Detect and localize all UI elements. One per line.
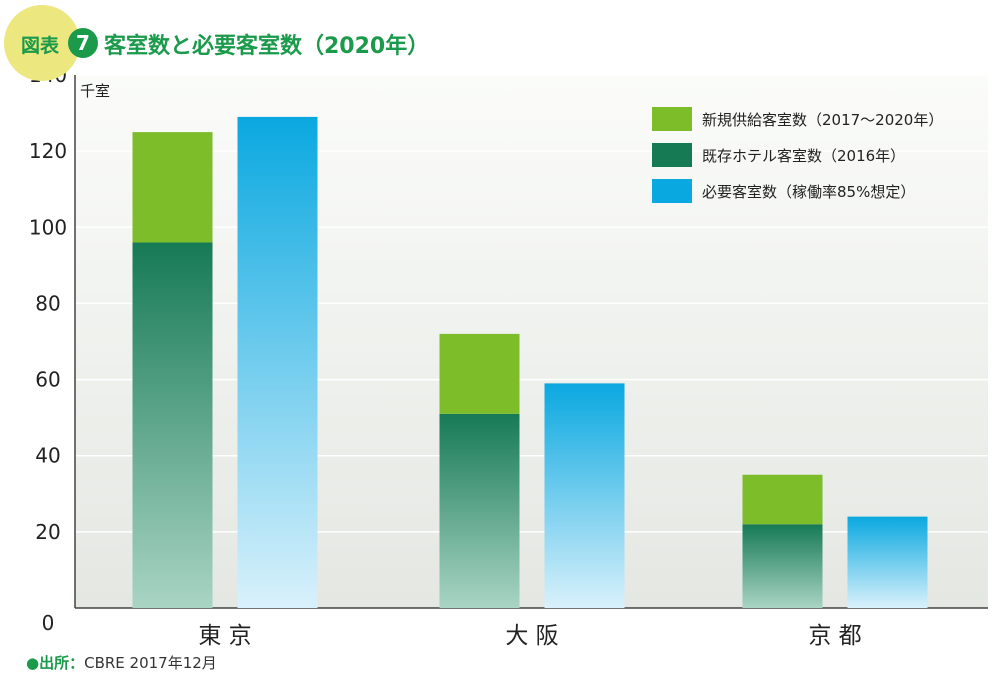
y-tick-label: 120 [29,139,67,163]
y-tick-label: 20 [35,520,60,544]
bar-new-supply [742,474,823,525]
figure-label-circle [4,5,80,81]
figure-label: 図表 [21,35,60,57]
bar-required [544,383,625,608]
bullet-icon: ● [26,654,40,672]
x-tick-label: 大 阪 [505,623,558,649]
x-tick-label: 東 京 [198,623,251,649]
source-note: ●出所：CBRE 2017年12月 [26,652,217,673]
legend-swatch [652,107,692,131]
bar-new-supply [132,132,213,243]
legend-label: 必要客室数（稼働率85%想定） [702,183,915,201]
bar-required [847,516,928,608]
plot-background [75,75,988,608]
y-tick-label: 80 [35,291,60,315]
bars [132,116,928,608]
y-axis-unit: 千室 [80,82,110,100]
y-tick-label: 100 [29,215,67,239]
x-tick-label: 京 都 [808,623,861,649]
legend-label: 既存ホテル客室数（2016年） [702,147,905,165]
figure-title: 客室数と必要客室数（2020年） [104,34,430,59]
figure-header: 図表 7 客室数と必要客室数（2020年） [0,0,1000,81]
y-tick-label: 60 [35,368,60,392]
y-tick-label: 0 [42,611,55,635]
bar-existing [132,242,213,608]
bar-existing [742,524,823,608]
bar-existing [439,413,520,608]
legend-swatch [652,143,692,167]
source-text: CBRE 2017年12月 [84,654,217,672]
legend-swatch [652,179,692,203]
x-axis: 東 京大 阪京 都 [198,623,861,649]
legend: 新規供給客室数（2017〜2020年） 既存ホテル客室数（2016年） 必要客室数（… [652,107,943,203]
gridlines [75,74,988,533]
bar-required [237,116,318,608]
y-axis: 020406080100120140千室 [29,63,988,635]
bar-new-supply [439,333,520,414]
legend-label: 新規供給客室数（2017〜2020年） [702,111,943,129]
y-tick-label: 40 [35,444,60,468]
source-label: 出所： [39,654,85,672]
figure-number: 7 [68,28,98,58]
